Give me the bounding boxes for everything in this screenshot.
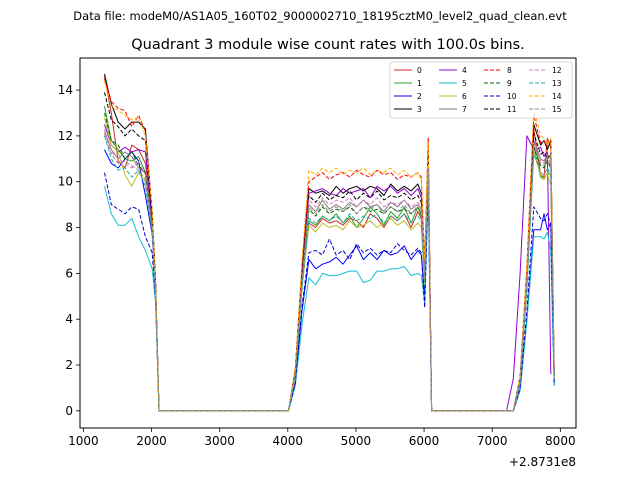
- legend-label-9: 9: [507, 79, 512, 88]
- axes: 1000 2000 3000 4000 5000 6000 7000 8000 0 2 4 6 8 10 1…: [58, 83, 576, 448]
- legend-label-6: 6: [462, 92, 467, 101]
- y-tick-label: 6: [65, 266, 73, 280]
- series-line-12: [104, 128, 555, 412]
- legend-label-3: 3: [417, 105, 422, 114]
- y-tick-label: 0: [65, 404, 73, 418]
- series-line-6: [104, 117, 555, 412]
- legend-label-13: 13: [552, 79, 562, 88]
- legend-label-14: 14: [552, 92, 562, 101]
- series-line-14: [104, 80, 555, 412]
- x-offset-label: +2.8731e8: [509, 455, 576, 469]
- series-line-11: [104, 92, 555, 412]
- y-tick-label: 10: [58, 175, 73, 189]
- y-tick-label: 12: [58, 129, 73, 143]
- series-line-4: [104, 124, 552, 412]
- series-line-0: [104, 76, 555, 412]
- x-tick-label: 1000: [68, 434, 99, 448]
- legend-label-1: 1: [417, 79, 422, 88]
- x-tick-label: 5000: [341, 434, 372, 448]
- x-tick-label: 2000: [136, 434, 167, 448]
- series-lines: [104, 73, 555, 412]
- legend-label-15: 15: [552, 105, 562, 114]
- series-line-13: [104, 135, 555, 412]
- legend-label-10: 10: [507, 92, 517, 101]
- series-line-1: [104, 106, 555, 412]
- legend-label-2: 2: [417, 92, 422, 101]
- legend-label-0: 0: [417, 66, 422, 75]
- series-line-2: [104, 149, 555, 412]
- series-line-3: [104, 73, 555, 412]
- legend-label-4: 4: [462, 66, 467, 75]
- x-tick-label: 7000: [477, 434, 508, 448]
- x-tick-label: 6000: [409, 434, 440, 448]
- legend-box: [389, 61, 573, 119]
- plot-frame: [79, 57, 577, 429]
- y-tick-label: 4: [65, 312, 73, 326]
- data-file-subtitle: Data file: modeM0/AS1A05_160T02_90000027…: [73, 9, 567, 23]
- legend-label-7: 7: [462, 105, 467, 114]
- chart-title: Quadrant 3 module wise count rates with …: [131, 37, 525, 53]
- series-line-7: [104, 131, 555, 412]
- x-tick-label: 3000: [204, 434, 235, 448]
- series-line-15: [104, 133, 555, 412]
- legend-label-8: 8: [507, 66, 512, 75]
- x-tick-label: 4000: [273, 434, 304, 448]
- series-line-8: [104, 78, 555, 412]
- y-tick-label: 2: [65, 358, 73, 372]
- x-tick-label: 8000: [545, 434, 576, 448]
- series-line-5: [104, 186, 555, 412]
- y-tick-label: 14: [58, 83, 73, 97]
- legend-label-11: 11: [507, 105, 517, 114]
- legend-label-12: 12: [552, 66, 562, 75]
- legend-label-5: 5: [462, 79, 467, 88]
- y-tick-label: 8: [65, 221, 73, 235]
